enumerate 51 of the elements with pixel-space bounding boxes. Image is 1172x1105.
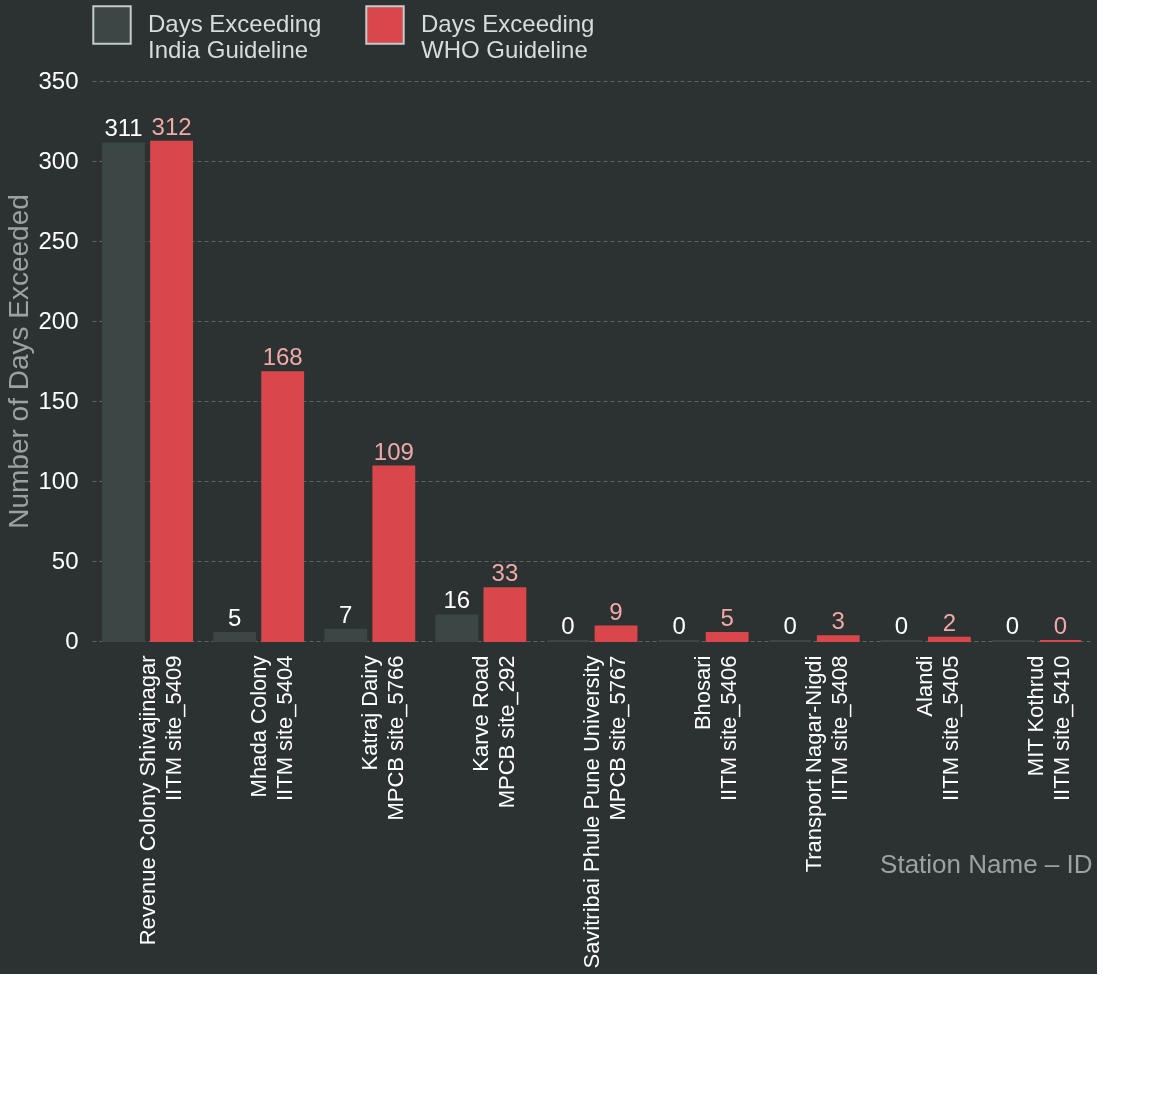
y-tick-label: 0 <box>65 626 79 654</box>
data-label: 9 <box>609 597 623 625</box>
data-label: 109 <box>373 437 414 465</box>
data-label: 311 <box>104 114 143 142</box>
x-tick-label: MIT Kothrud IITM site_5410 <box>1023 655 1075 802</box>
data-label: 5 <box>720 604 734 631</box>
x-tick-label: Mhada Colony IITM site_5404 <box>245 655 297 802</box>
y-tick-label: 300 <box>38 146 79 174</box>
data-label: 0 <box>672 612 686 639</box>
data-label: 3 <box>831 607 845 635</box>
data-label: 312 <box>151 112 192 140</box>
data-label: 2 <box>942 608 957 636</box>
data-label: 0 <box>1005 612 1020 639</box>
data-label: 5 <box>227 604 242 631</box>
bar <box>927 636 971 642</box>
bar <box>213 632 257 642</box>
bar <box>102 142 145 642</box>
bar <box>261 371 305 642</box>
x-axis-title: Station Name – ID <box>880 848 1093 879</box>
bar <box>594 625 638 642</box>
bar <box>816 635 860 642</box>
data-label: 0 <box>1053 612 1068 639</box>
data-label: 168 <box>262 343 303 371</box>
data-label: 7 <box>339 600 353 628</box>
x-tick-label: Bhosari IITM site_5406 <box>690 655 742 802</box>
bar <box>483 587 527 642</box>
data-label: 0 <box>561 612 575 639</box>
x-tick-label: Transport Nagar-Nigdi IITM site_5408 <box>801 655 853 873</box>
y-tick-label: 350 <box>38 66 79 94</box>
x-tick-label: Revenue Colony Shivajinagar IITM site_5409 <box>134 655 186 946</box>
legend-label: Days Exceeding WHO Guideline <box>421 10 595 63</box>
y-tick-label: 200 <box>38 306 79 334</box>
data-label: 0 <box>783 612 797 639</box>
data-label: 33 <box>491 559 519 587</box>
data-label: 16 <box>443 586 471 614</box>
y-tick-label: 150 <box>38 386 79 414</box>
bar <box>435 614 479 642</box>
legend-label: Days Exceeding India Guideline <box>148 10 322 63</box>
y-tick-label: 50 <box>51 546 79 574</box>
y-tick-label: 100 <box>38 466 79 494</box>
y-axis-title: Number of Days Exceeded <box>3 194 35 529</box>
x-tick-label: Alandi IITM site_5405 <box>912 655 964 802</box>
x-tick-label: Savitribai Phule Pune University MPCB site_5767 <box>579 655 630 969</box>
y-tick-label: 250 <box>38 226 79 254</box>
x-tick-label: Katraj Dairy MPCB site_5766 <box>356 655 408 821</box>
bar <box>324 628 368 642</box>
bar <box>705 632 749 642</box>
data-label: 0 <box>894 612 908 639</box>
bar <box>372 465 416 642</box>
bar <box>150 140 193 642</box>
x-tick-label: Karve Road MPCB site_292 <box>467 655 519 809</box>
